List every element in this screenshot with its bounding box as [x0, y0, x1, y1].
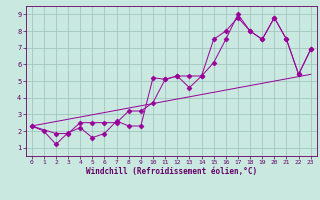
- X-axis label: Windchill (Refroidissement éolien,°C): Windchill (Refroidissement éolien,°C): [86, 167, 257, 176]
